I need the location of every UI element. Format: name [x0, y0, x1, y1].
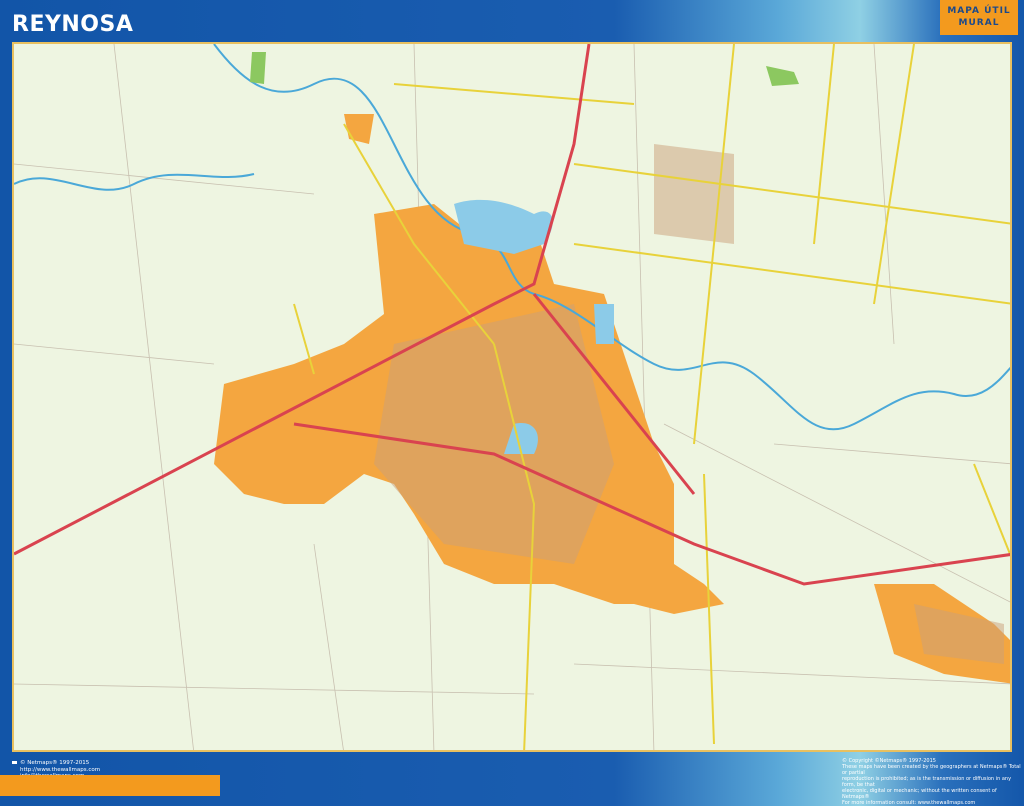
badge-line-1: MAPA ÚTIL [947, 6, 1011, 16]
water-bodies [454, 199, 614, 454]
flag-icon [12, 761, 17, 764]
parks [250, 52, 799, 86]
main-roads [293, 44, 1010, 750]
city-map[interactable] [12, 42, 1012, 752]
website-link[interactable]: http://www.thewallmaps.com [20, 766, 101, 773]
legal-line: These maps have been created by the geog… [842, 764, 1021, 776]
legal-line: electronic, digital or mechanic; without… [842, 788, 997, 800]
legal-line: reproduction is prohibited; as is the tr… [842, 776, 1012, 788]
map-canvas [14, 44, 1010, 750]
legal-line: For more information consult: www.thewal… [842, 800, 976, 806]
legal-line: © Copyright ©Netmaps® 1997-2015 [842, 758, 936, 764]
urban-area [214, 114, 1010, 684]
map-title: REYNOSA [12, 12, 134, 37]
highways [14, 44, 1010, 586]
badge-line-2: MURAL [958, 18, 1000, 28]
footer-legal: © Copyright ©Netmaps® 1997-2015 These ma… [842, 758, 1022, 806]
dense-blocks [374, 144, 1004, 664]
brand-badge: MAPA ÚTIL MURAL [940, 0, 1018, 35]
footer-accent-bar [0, 775, 220, 796]
copyright-text: © Netmaps® 1997-2015 [20, 760, 90, 766]
rio-bravo-river [14, 44, 1010, 431]
